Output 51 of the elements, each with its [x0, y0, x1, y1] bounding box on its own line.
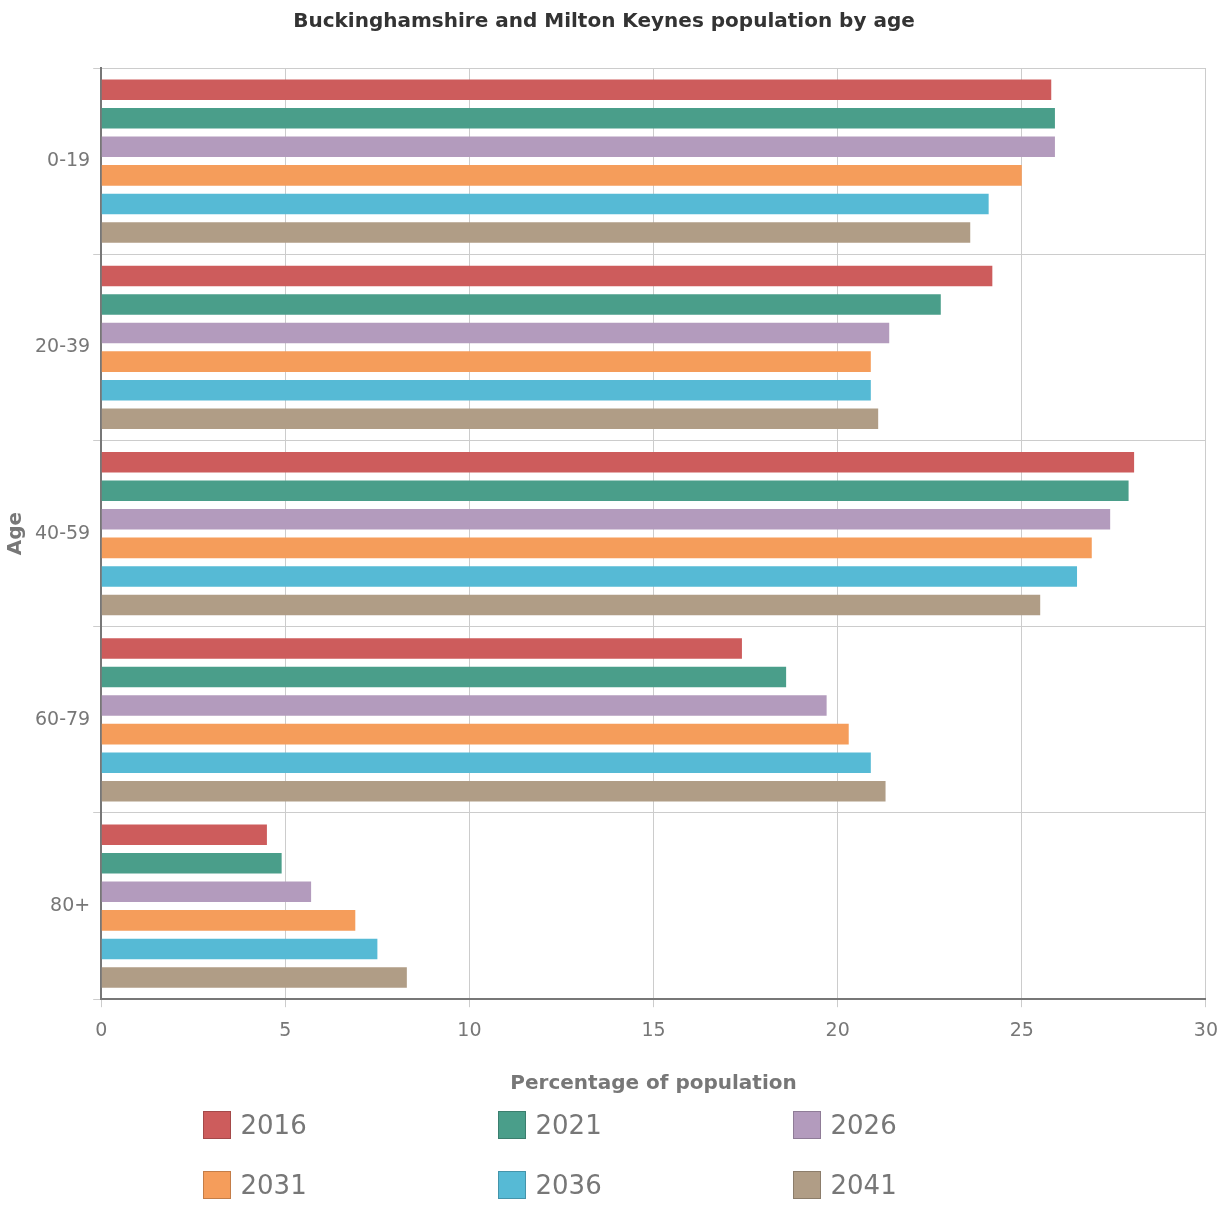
bar	[101, 509, 1111, 530]
bar	[101, 351, 871, 372]
bar	[101, 967, 407, 988]
bar	[101, 193, 989, 215]
bar	[101, 566, 1078, 587]
y-tick-label: 0-19	[47, 148, 91, 171]
y-tick-label: 40-59	[34, 520, 91, 543]
bar	[101, 480, 1129, 502]
y-tick-label: 60-79	[34, 706, 91, 729]
bar	[101, 881, 312, 903]
bar	[101, 594, 1041, 616]
legend-label: 2031	[240, 1170, 307, 1200]
x-tick-label: 10	[457, 1017, 482, 1040]
legend-label: 2036	[535, 1170, 602, 1200]
y-tick-label: 80+	[50, 893, 91, 916]
y-axis-title: Age	[2, 511, 27, 556]
bar	[101, 108, 1055, 129]
bar	[101, 79, 1052, 101]
x-axis-title: Percentage of population	[510, 1070, 797, 1095]
bar	[101, 752, 871, 773]
bar	[101, 408, 879, 430]
bar	[101, 695, 827, 716]
legend-label: 2026	[830, 1110, 897, 1140]
x-tick-label: 20	[825, 1017, 850, 1040]
bar	[101, 910, 356, 931]
bar	[101, 723, 849, 745]
bar	[101, 294, 941, 315]
bar	[101, 780, 886, 802]
bar	[101, 852, 282, 874]
bar	[101, 824, 267, 845]
x-tick-label: 30	[1193, 1017, 1219, 1040]
legend-label: 2016	[240, 1110, 307, 1140]
x-tick-label: 25	[1009, 1017, 1034, 1040]
bar	[101, 165, 1022, 186]
chart-title: Buckinghamshire and Milton Keynes population by age	[293, 8, 915, 33]
legend-label: 2021	[535, 1110, 602, 1140]
bar	[101, 136, 1055, 158]
bar	[101, 451, 1135, 473]
y-tick-label: 20-39	[34, 334, 91, 357]
bar	[101, 322, 890, 344]
bar	[101, 666, 787, 688]
legend-label: 2041	[830, 1170, 897, 1200]
bar	[101, 222, 971, 243]
bar	[101, 638, 742, 659]
bar	[101, 938, 378, 960]
x-tick-label: 5	[279, 1017, 292, 1040]
x-tick-label: 15	[641, 1017, 666, 1040]
bar	[101, 379, 871, 401]
bar	[101, 537, 1092, 559]
x-tick-label: 0	[95, 1017, 108, 1040]
bar	[101, 265, 993, 287]
